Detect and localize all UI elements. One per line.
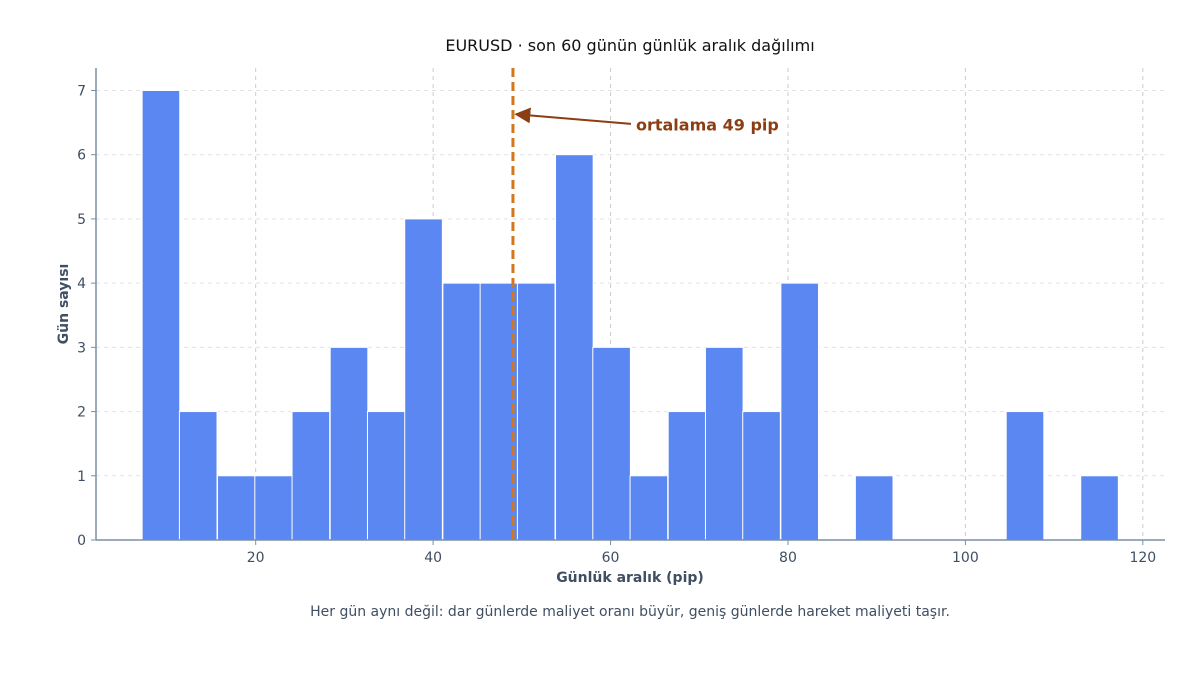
histogram-bar (780, 282, 819, 541)
mean-annotation-arrow (514, 107, 632, 125)
y-tick-label: 6 (77, 148, 86, 164)
y-tick-label: 5 (77, 212, 86, 228)
x-tick-label: 100 (952, 550, 979, 566)
histogram-bars (141, 89, 1119, 541)
y-tick-label: 3 (77, 340, 86, 356)
histogram-bar (742, 411, 781, 541)
y-tick-label: 1 (77, 469, 86, 485)
y-tick-label: 4 (77, 276, 86, 292)
x-axis-ticks: 20 40 60 80 100 120 (247, 540, 1156, 566)
x-tick-label: 60 (602, 550, 620, 566)
histogram-bar (592, 346, 631, 541)
histogram-bar (1005, 411, 1045, 541)
chart-caption: Her gün aynı değil: dar günlerde maliyet… (310, 604, 950, 620)
histogram-bar (442, 282, 481, 541)
histogram-bar (555, 154, 594, 541)
histogram-bar (141, 89, 181, 541)
histogram-bar (291, 411, 331, 541)
histogram-bar (516, 282, 556, 541)
y-tick-label: 2 (77, 405, 86, 421)
x-axis-label: Günlük aralık (pip) (556, 570, 704, 586)
y-axis-label: Gün sayısı (56, 264, 72, 345)
y-tick-label: 7 (77, 83, 86, 99)
histogram-bar (217, 475, 256, 541)
histogram-bar (329, 346, 369, 541)
histogram-bar (1080, 475, 1119, 541)
x-tick-label: 120 (1129, 550, 1156, 566)
x-tick-label: 80 (779, 550, 797, 566)
histogram-bar (178, 411, 218, 541)
histogram-bar (366, 411, 406, 541)
chart-title: EURUSD · son 60 günün günlük aralık dağı… (445, 36, 814, 55)
histogram-bar (629, 475, 669, 541)
histogram-bar (704, 346, 744, 541)
histogram-bar (404, 218, 443, 541)
histogram-bar (254, 475, 293, 541)
y-tick-label: 0 (77, 533, 86, 549)
x-tick-label: 20 (247, 550, 265, 566)
histogram-bar (854, 475, 894, 541)
x-tick-label: 40 (424, 550, 442, 566)
histogram-bar (667, 411, 707, 541)
mean-annotation-label: ortalama 49 pip (636, 115, 779, 134)
y-axis-ticks: 0 1 2 3 4 5 6 7 (77, 83, 96, 549)
